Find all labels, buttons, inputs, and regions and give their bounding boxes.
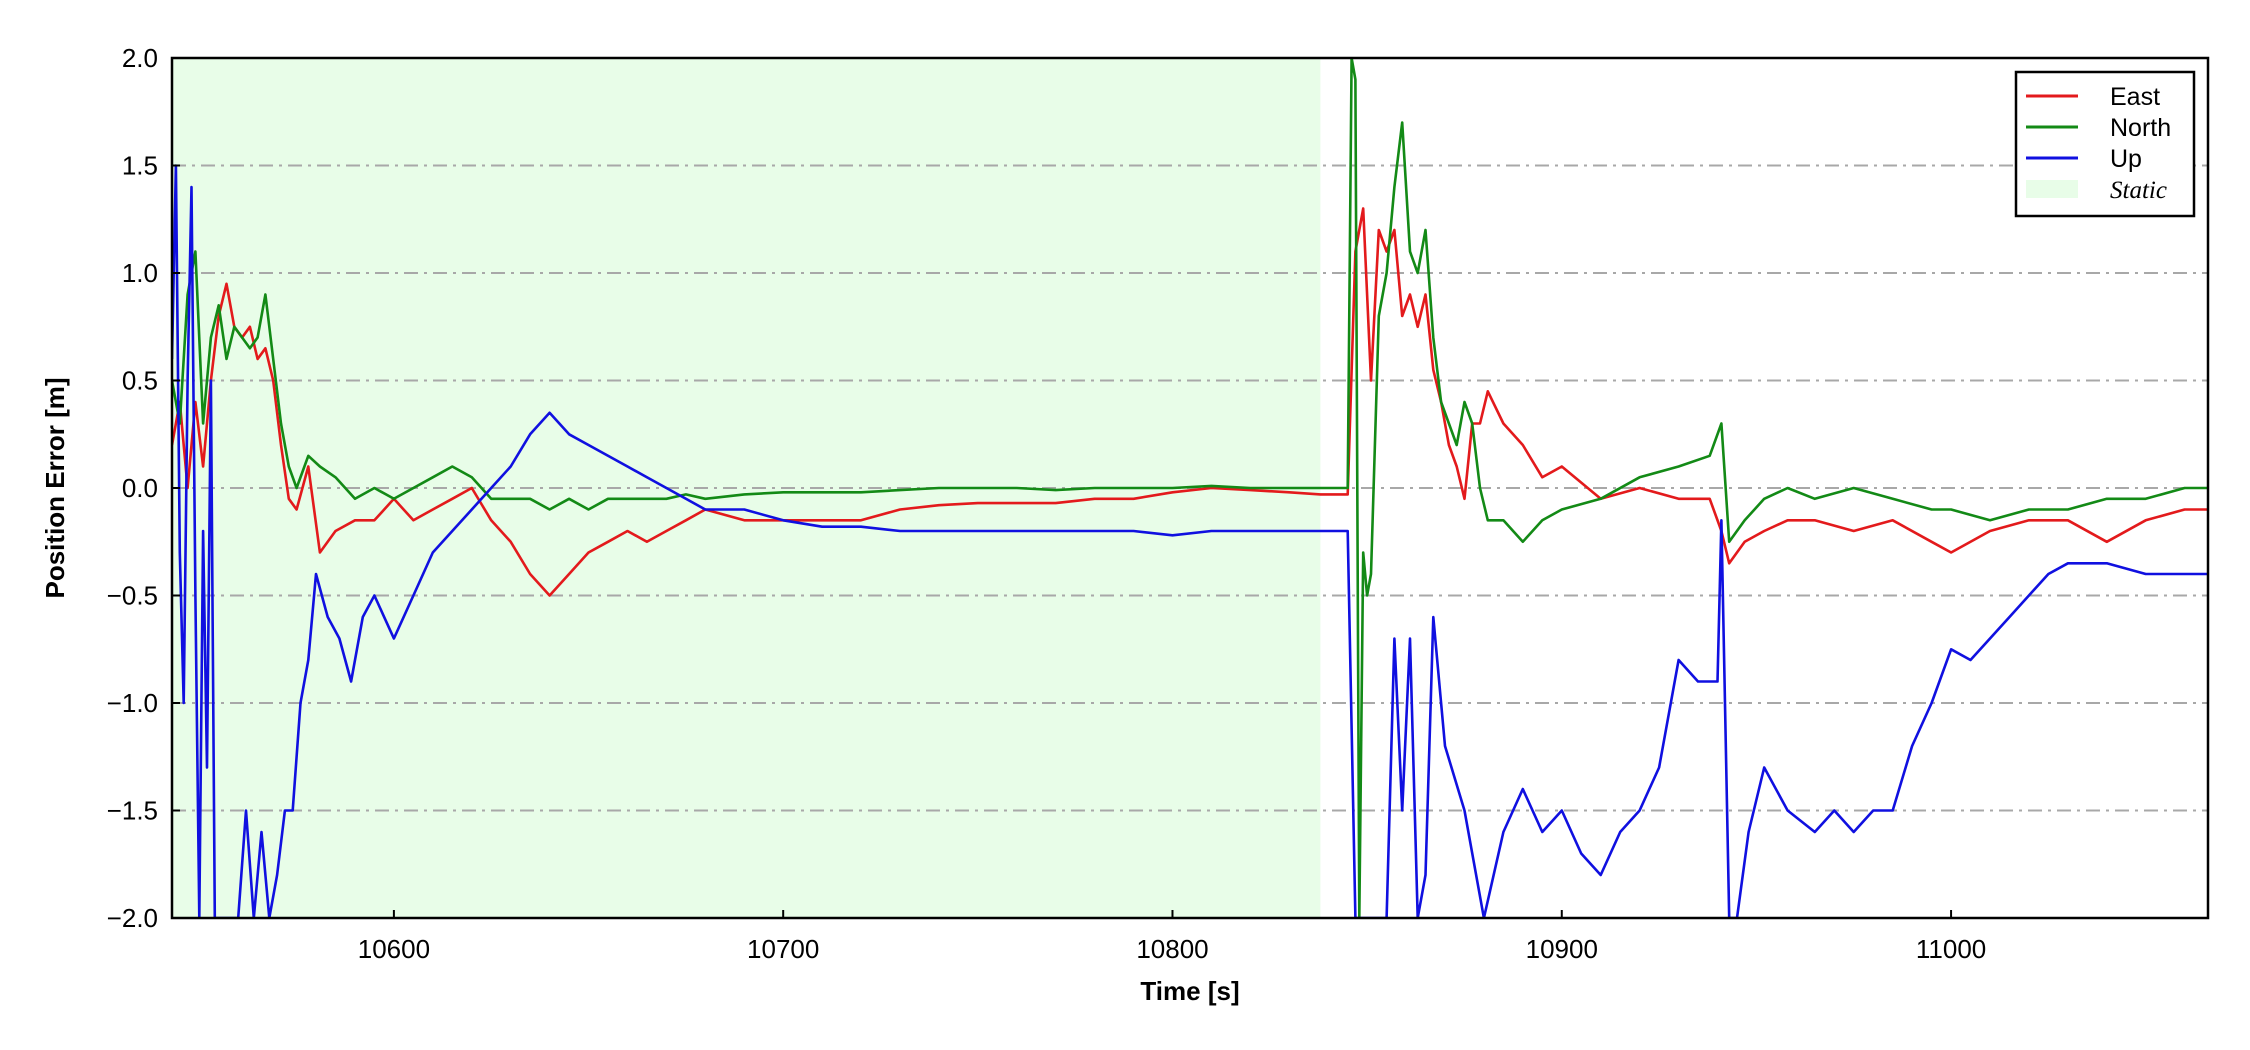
y-tick-label: 1.5 bbox=[122, 151, 158, 181]
x-axis-label: Time [s] bbox=[1140, 976, 1239, 1006]
legend-label-static: Static bbox=[2110, 177, 2167, 204]
y-tick-label: −1.0 bbox=[107, 688, 158, 718]
x-tick-label: 11000 bbox=[1916, 934, 1986, 964]
series-line-east bbox=[172, 207, 2208, 597]
y-axis-label: Position Error [m] bbox=[40, 377, 70, 598]
y-tick-label: −2.0 bbox=[107, 903, 158, 933]
legend-label-up: Up bbox=[2110, 145, 2142, 173]
legend: East North Up Static bbox=[2014, 70, 2196, 218]
y-tick-label: 2.0 bbox=[122, 43, 158, 73]
y-tick-label: −1.5 bbox=[107, 796, 158, 826]
series-lines bbox=[172, 58, 2208, 918]
x-tick-label: 10600 bbox=[358, 934, 430, 964]
x-tick-label: 10800 bbox=[1136, 934, 1208, 964]
y-tick-label: 0.5 bbox=[122, 366, 158, 396]
y-tick-label: 0.0 bbox=[122, 473, 158, 503]
x-axis-ticks: 10600 10700 10800 10900 11000 bbox=[358, 910, 1986, 964]
y-tick-label: −0.5 bbox=[107, 581, 158, 611]
series-line-north bbox=[172, 58, 2208, 918]
series-line-up bbox=[172, 164, 2208, 918]
legend-label-north: North bbox=[2110, 114, 2171, 142]
legend-swatch-static bbox=[2026, 180, 2078, 198]
x-tick-label: 10900 bbox=[1526, 934, 1598, 964]
y-axis-ticks: 2.0 1.5 1.0 0.5 0.0 −0.5 −1.0 −1.5 −2.0 bbox=[107, 43, 180, 933]
legend-label-east: East bbox=[2110, 83, 2160, 111]
x-tick-label: 10700 bbox=[747, 934, 819, 964]
y-tick-label: 1.0 bbox=[122, 258, 158, 288]
